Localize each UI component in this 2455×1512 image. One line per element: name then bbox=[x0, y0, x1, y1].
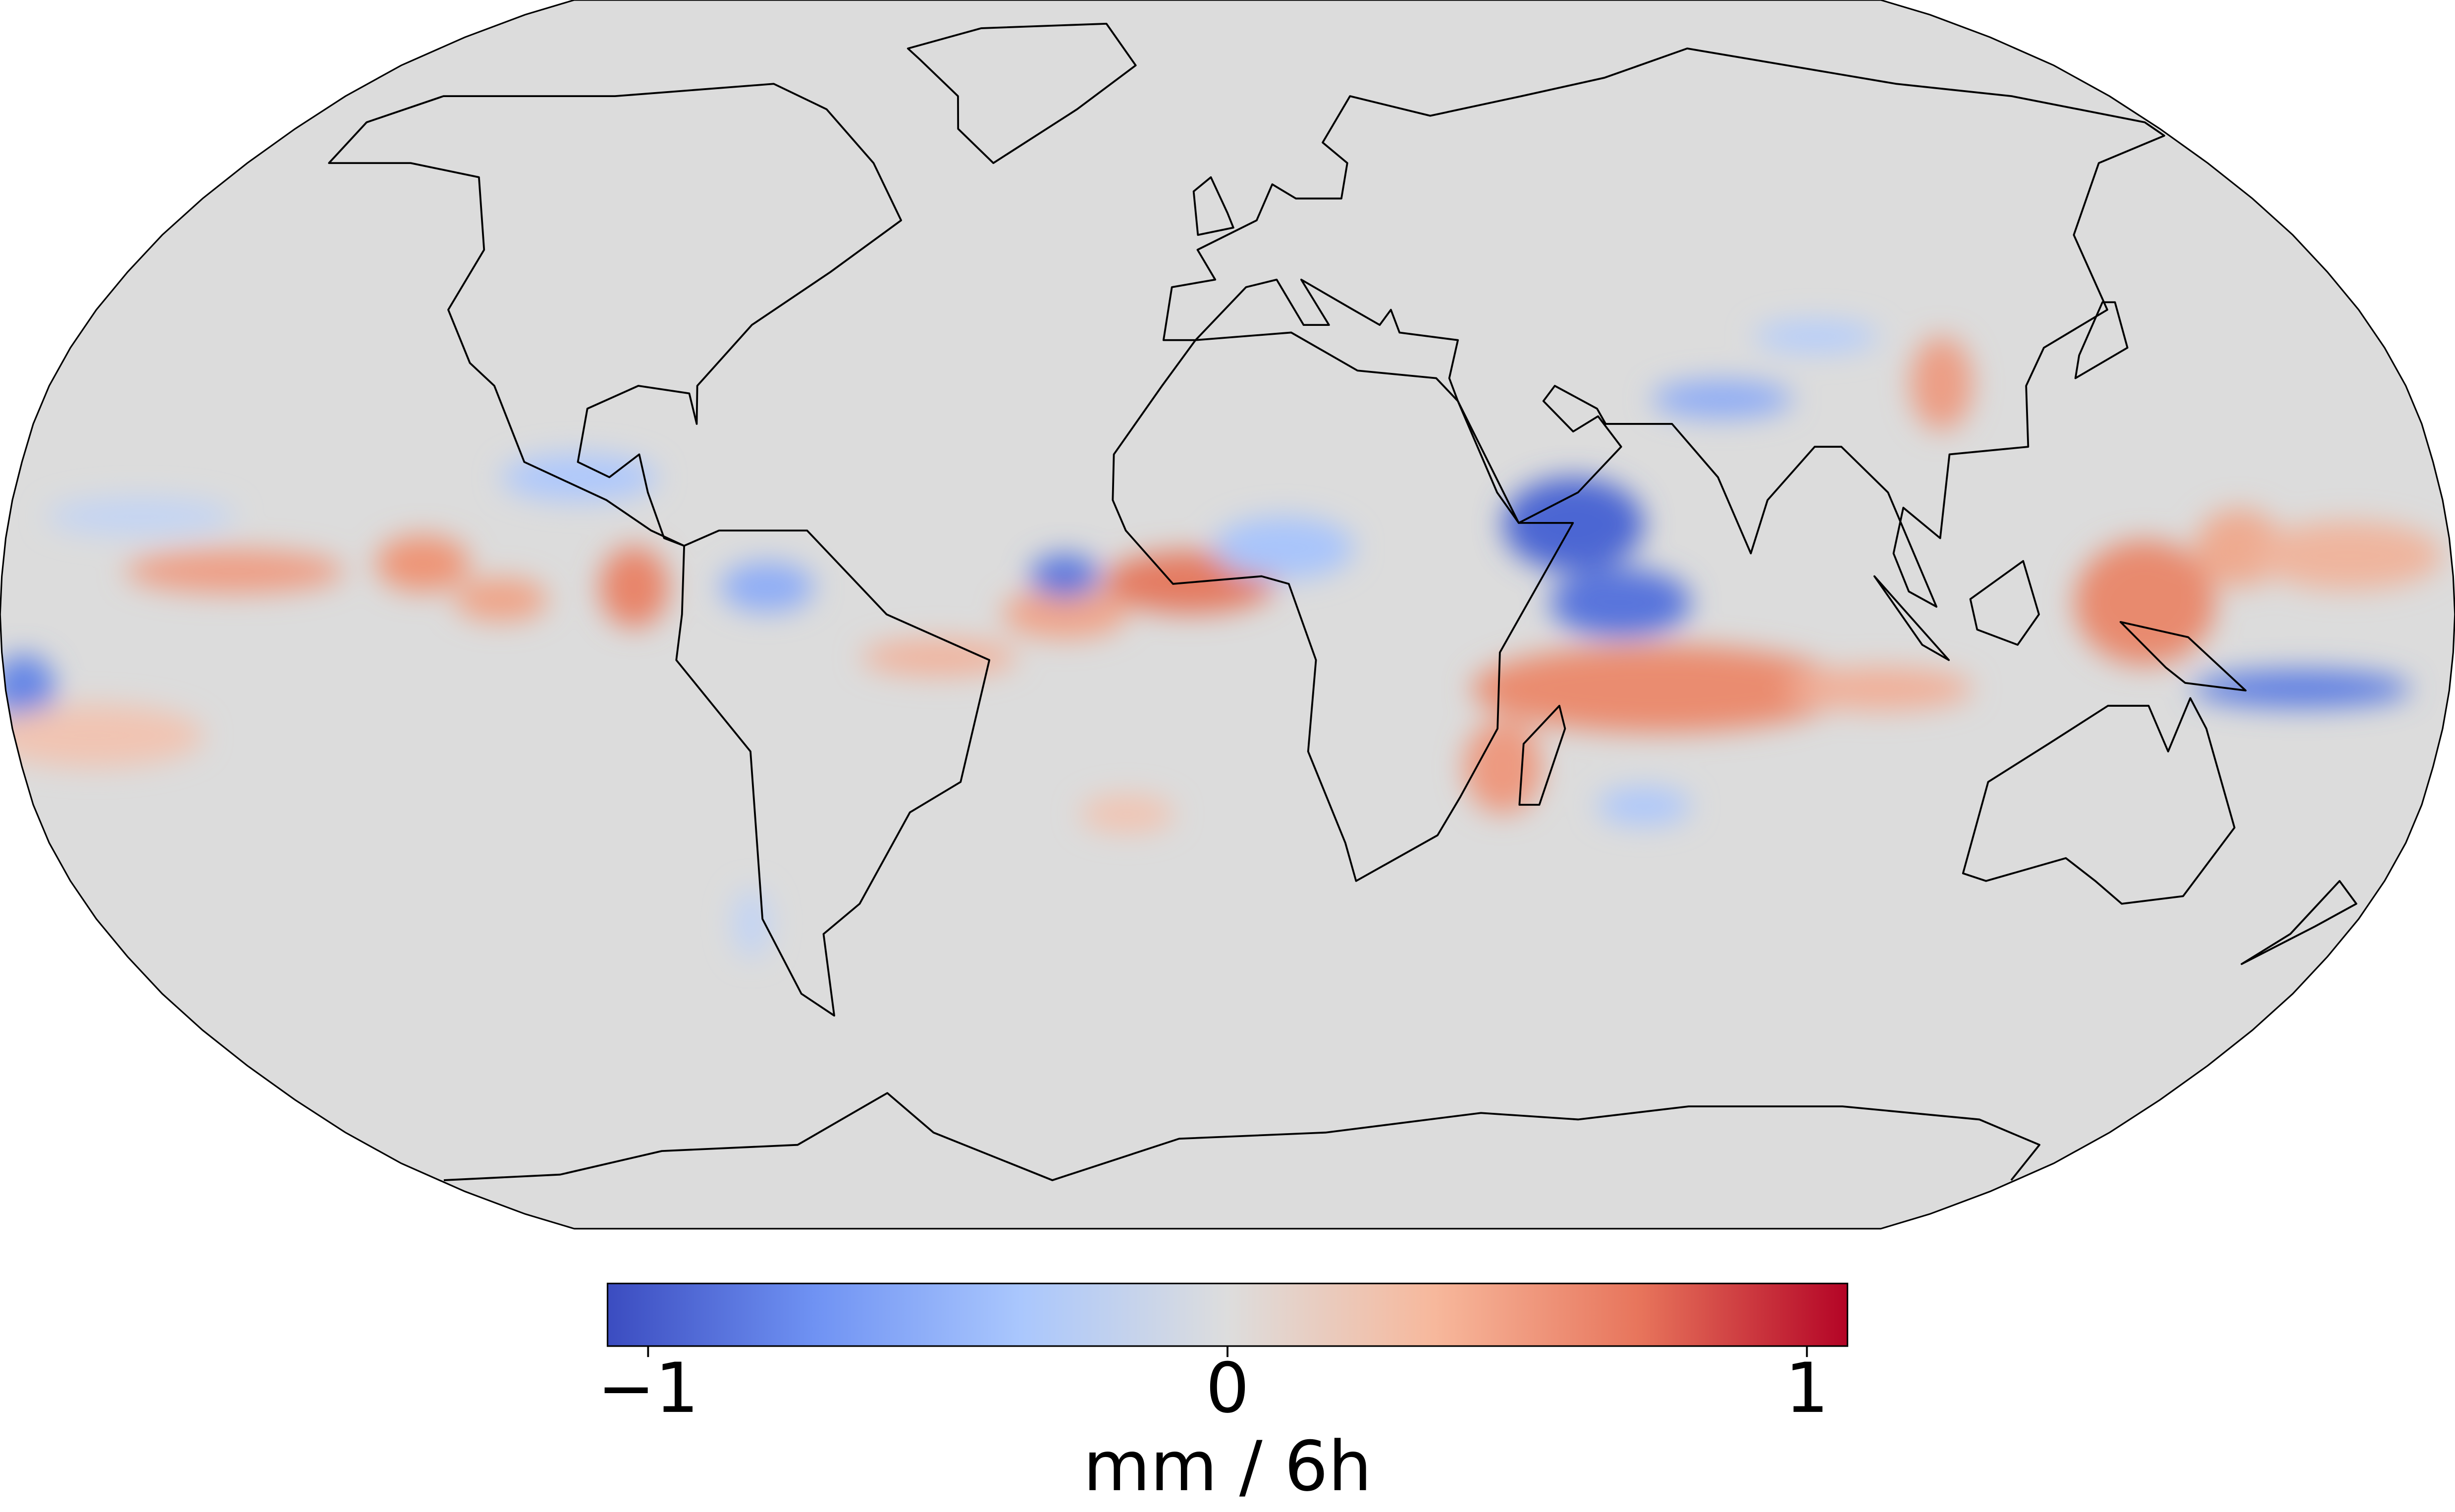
coastline bbox=[1518, 705, 1566, 806]
globe-border bbox=[0, 0, 2455, 1230]
map bbox=[0, 0, 2455, 1230]
coastline bbox=[1962, 697, 2236, 905]
colorbar-tick-label: −1 bbox=[597, 1348, 699, 1428]
coastline bbox=[2119, 621, 2247, 692]
coastline bbox=[675, 529, 991, 1017]
precipitation-field bbox=[0, 320, 2443, 958]
colorbar-tick-label: 0 bbox=[1206, 1348, 1249, 1428]
coastline bbox=[328, 83, 903, 547]
colorbar-tick-label: 1 bbox=[1785, 1348, 1828, 1428]
coastline bbox=[1192, 176, 1234, 236]
coastlines bbox=[328, 22, 2357, 1181]
colorbar: −1 0 1 bbox=[597, 1282, 1849, 1428]
coastline bbox=[907, 22, 1137, 164]
coastline bbox=[2241, 880, 2357, 965]
colorbar-gradient bbox=[606, 1282, 1849, 1347]
globe-background bbox=[0, 0, 2455, 1229]
coastline bbox=[1162, 48, 2165, 608]
coastline bbox=[2074, 301, 2129, 379]
coastline bbox=[1873, 575, 1950, 661]
coastline bbox=[1112, 331, 1574, 882]
coastline bbox=[443, 1092, 2041, 1181]
coastline bbox=[1969, 560, 2040, 646]
colorbar-label: mm / 6h bbox=[1083, 1426, 1372, 1507]
